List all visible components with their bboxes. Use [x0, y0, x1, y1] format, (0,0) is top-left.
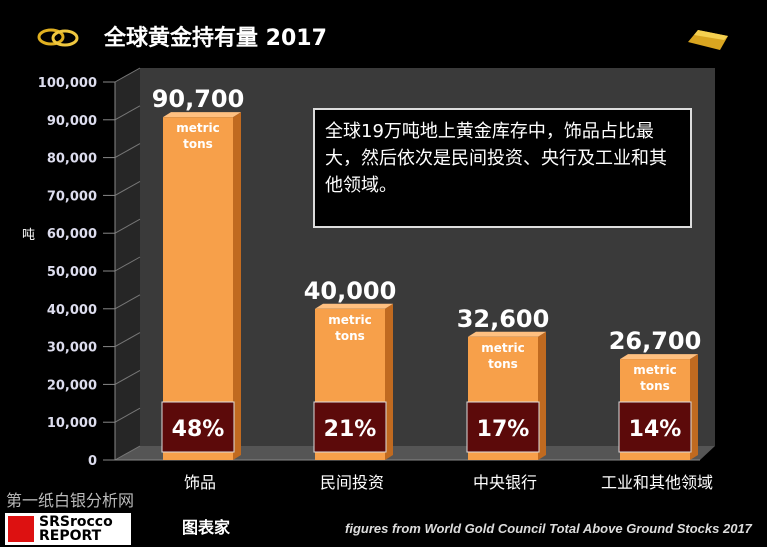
y-grid-slant	[114, 67, 141, 83]
y-grid-slant	[114, 218, 141, 234]
y-tick-label: 40,000	[47, 303, 97, 318]
y-grid-slant	[114, 445, 141, 461]
percent-label: 21%	[324, 417, 377, 442]
y-tick-label: 50,000	[47, 265, 97, 280]
y-tick-label: 80,000	[47, 152, 97, 167]
y-tick-label: 0	[88, 454, 97, 469]
unit-label: metric	[481, 341, 525, 355]
unit-label: tons	[488, 357, 518, 371]
y-tick-label: 60,000	[47, 227, 97, 242]
bar-side	[385, 303, 393, 460]
bar-top	[315, 303, 393, 309]
gold-rings-icon	[37, 28, 79, 47]
bar-top	[620, 354, 698, 360]
y-tick-label: 10,000	[47, 416, 97, 431]
gold-bar-icon	[688, 30, 728, 50]
y-tick-label: 90,000	[47, 114, 97, 129]
percent-label: 48%	[172, 417, 225, 442]
bar-side	[690, 354, 698, 460]
x-category-label: 饰品	[184, 473, 216, 492]
unit-label: tons	[183, 137, 213, 151]
value-label: 32,600	[457, 305, 550, 333]
percent-box	[618, 401, 692, 453]
y-axis-label: 吨	[22, 228, 36, 243]
y-grid-slant	[114, 143, 141, 159]
tubiaojia-logo: 图表家	[182, 518, 231, 537]
percent-box	[161, 401, 235, 453]
bar-top	[163, 112, 241, 118]
srsrocco-logo: SRSrocco REPORT	[5, 513, 131, 545]
value-label: 90,700	[152, 85, 245, 113]
unit-label: metric	[176, 121, 220, 135]
percent-box	[313, 401, 387, 453]
unit-label: metric	[633, 363, 677, 377]
floor	[115, 446, 715, 460]
bar-side	[538, 331, 546, 460]
percent-box	[466, 401, 540, 453]
source-note: figures from World Gold Council Total Ab…	[345, 521, 752, 536]
value-label: 26,700	[609, 327, 702, 355]
y-grid-slant	[114, 256, 141, 272]
unit-label: metric	[328, 313, 372, 327]
y-tick-label: 20,000	[47, 378, 97, 393]
x-category-label: 民间投资	[320, 473, 384, 492]
annotation-box: 全球19万吨地上黄金库存中，饰品占比最大，然后依次是民间投资、央行及工业和其他领…	[313, 108, 692, 228]
y-tick-label: 70,000	[47, 189, 97, 204]
y-grid-slant	[114, 105, 141, 121]
logo-text: SRSrocco REPORT	[39, 514, 113, 544]
chart-title: 全球黄金持有量 2017	[104, 26, 327, 51]
percent-label: 17%	[477, 417, 530, 442]
x-category-label: 工业和其他领域	[601, 473, 713, 492]
value-label: 40,000	[304, 277, 397, 305]
y-grid-slant	[114, 407, 141, 423]
bar-top	[468, 331, 546, 337]
unit-label: tons	[640, 379, 670, 393]
percent-label: 14%	[629, 417, 682, 442]
y-grid-slant	[114, 369, 141, 385]
y-grid-slant	[114, 332, 141, 348]
y-grid-slant	[114, 180, 141, 196]
y-grid-slant	[114, 294, 141, 310]
y-tick-label: 30,000	[47, 341, 97, 356]
watermark-text: 第一纸白银分析网	[6, 491, 135, 510]
bar-side	[233, 112, 241, 461]
x-category-label: 中央银行	[473, 473, 537, 492]
unit-label: tons	[335, 329, 365, 343]
y-tick-label: 100,000	[38, 76, 97, 91]
